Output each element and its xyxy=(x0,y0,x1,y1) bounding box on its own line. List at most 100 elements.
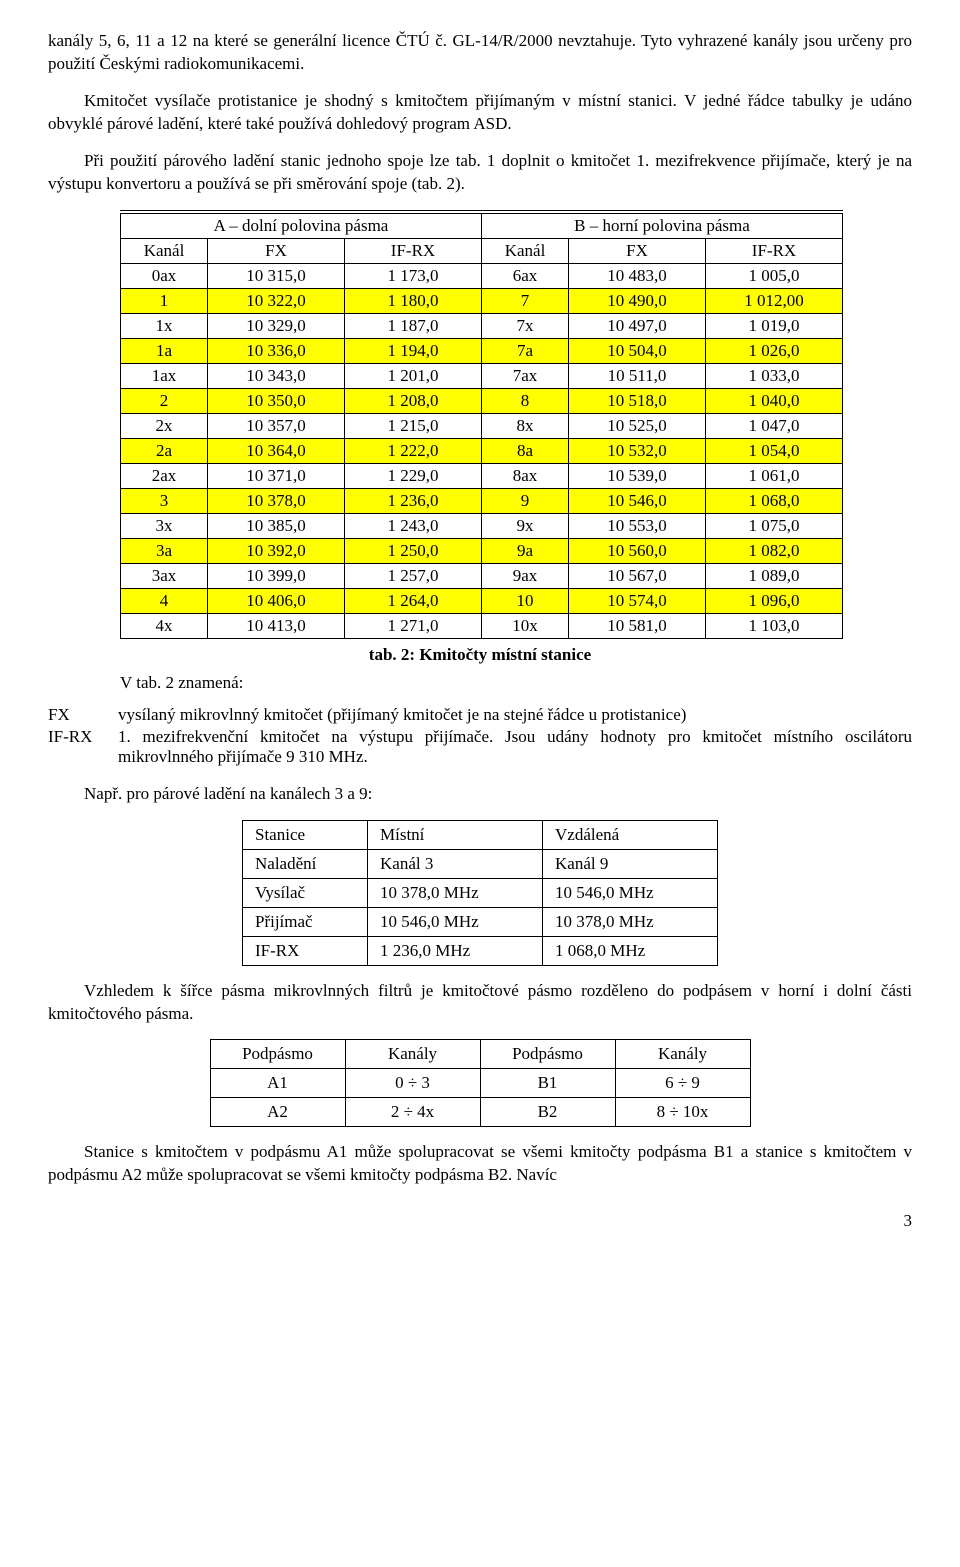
def-fx-text: vysílaný mikrovlnný kmitočet (přijímaný … xyxy=(118,705,912,725)
definitions: FX vysílaný mikrovlnný kmitočet (přijíma… xyxy=(48,705,912,767)
freq-cell: 0ax xyxy=(121,263,208,288)
freq-cell: 1 215,0 xyxy=(345,413,482,438)
freq-cell: 7a xyxy=(482,338,569,363)
freq-cell: 1 257,0 xyxy=(345,563,482,588)
paragraph-1: kanály 5, 6, 11 a 12 na které se generál… xyxy=(48,30,912,76)
freq-cell: 1 103,0 xyxy=(706,613,843,638)
freq-cell: 9ax xyxy=(482,563,569,588)
freq-cell: 1 250,0 xyxy=(345,538,482,563)
freq-row: 4x10 413,01 271,010x10 581,01 103,0 xyxy=(121,613,843,638)
paragraph-4: Vzhledem k šířce pásma mikrovlnných filt… xyxy=(48,980,912,1026)
frequency-table: A – dolní polovina pásma B – horní polov… xyxy=(120,210,843,639)
freq-cell: 1 061,0 xyxy=(706,463,843,488)
pair-cell: 1 236,0 MHz xyxy=(368,936,543,965)
subband-cell: A1 xyxy=(210,1069,345,1098)
subband-row: PodpásmoKanályPodpásmoKanály xyxy=(210,1040,750,1069)
freq-cell: 1 208,0 xyxy=(345,388,482,413)
freq-cell: 10 504,0 xyxy=(569,338,706,363)
freq-cell: 1 201,0 xyxy=(345,363,482,388)
freq-cell: 10 525,0 xyxy=(569,413,706,438)
pair-cell: 10 378,0 MHz xyxy=(543,907,718,936)
freq-row: 410 406,01 264,01010 574,01 096,0 xyxy=(121,588,843,613)
freq-cell: 10 399,0 xyxy=(208,563,345,588)
pair-row: NaladěníKanál 3Kanál 9 xyxy=(243,849,718,878)
paragraph-2: Kmitočet vysílače protistanice je shodný… xyxy=(48,90,912,136)
freq-cell: 1 005,0 xyxy=(706,263,843,288)
col-kanal-a: Kanál xyxy=(121,238,208,263)
freq-cell: 8ax xyxy=(482,463,569,488)
freq-cell: 3a xyxy=(121,538,208,563)
freq-cell: 4x xyxy=(121,613,208,638)
freq-row: 2a10 364,01 222,08a10 532,01 054,0 xyxy=(121,438,843,463)
freq-cell: 10 364,0 xyxy=(208,438,345,463)
table-caption-1: tab. 2: Kmitočty místní stanice xyxy=(48,645,912,665)
freq-cell: 10 378,0 xyxy=(208,488,345,513)
freq-header-row: Kanál FX IF-RX Kanál FX IF-RX xyxy=(121,238,843,263)
freq-cell: 10 581,0 xyxy=(569,613,706,638)
freq-head-b: B – horní polovina pásma xyxy=(482,212,843,239)
freq-cell: 1 222,0 xyxy=(345,438,482,463)
freq-cell: 10 385,0 xyxy=(208,513,345,538)
freq-cell: 1a xyxy=(121,338,208,363)
subband-row: A22 ÷ 4xB28 ÷ 10x xyxy=(210,1098,750,1127)
freq-cell: 10 322,0 xyxy=(208,288,345,313)
freq-cell: 10 567,0 xyxy=(569,563,706,588)
pair-cell: Kanál 3 xyxy=(368,849,543,878)
pair-cell: 10 378,0 MHz xyxy=(368,878,543,907)
freq-cell: 1 089,0 xyxy=(706,563,843,588)
freq-cell: 10 574,0 xyxy=(569,588,706,613)
freq-cell: 10 497,0 xyxy=(569,313,706,338)
freq-row: 3ax10 399,01 257,09ax10 567,01 089,0 xyxy=(121,563,843,588)
freq-cell: 9a xyxy=(482,538,569,563)
freq-cell: 2 xyxy=(121,388,208,413)
subband-table: PodpásmoKanályPodpásmoKanályA10 ÷ 3B16 ÷… xyxy=(210,1039,751,1127)
vtab-note: V tab. 2 znamená: xyxy=(120,673,912,693)
freq-cell: 1 082,0 xyxy=(706,538,843,563)
freq-cell: 10x xyxy=(482,613,569,638)
pair-cell: 10 546,0 MHz xyxy=(368,907,543,936)
col-ifrx-b: IF-RX xyxy=(706,238,843,263)
freq-cell: 7 xyxy=(482,288,569,313)
freq-row: 3x10 385,01 243,09x10 553,01 075,0 xyxy=(121,513,843,538)
subband-cell: 6 ÷ 9 xyxy=(615,1069,750,1098)
freq-cell: 3ax xyxy=(121,563,208,588)
freq-cell: 10 336,0 xyxy=(208,338,345,363)
freq-cell: 10 350,0 xyxy=(208,388,345,413)
freq-row: 210 350,01 208,0810 518,01 040,0 xyxy=(121,388,843,413)
freq-cell: 7x xyxy=(482,313,569,338)
freq-cell: 1 229,0 xyxy=(345,463,482,488)
freq-row: 0ax10 315,01 173,06ax10 483,01 005,0 xyxy=(121,263,843,288)
freq-cell: 10 xyxy=(482,588,569,613)
freq-cell: 1 180,0 xyxy=(345,288,482,313)
freq-cell: 8 xyxy=(482,388,569,413)
subband-row: A10 ÷ 3B16 ÷ 9 xyxy=(210,1069,750,1098)
subband-cell: Podpásmo xyxy=(480,1040,615,1069)
def-ifrx-label: IF-RX xyxy=(48,727,118,767)
pair-row: Vysílač10 378,0 MHz10 546,0 MHz xyxy=(243,878,718,907)
pair-cell: Vysílač xyxy=(243,878,368,907)
freq-cell: 1x xyxy=(121,313,208,338)
def-fx-label: FX xyxy=(48,705,118,725)
paragraph-3: Při použití párového ladění stanic jedno… xyxy=(48,150,912,196)
col-fx-a: FX xyxy=(208,238,345,263)
freq-cell: 10 357,0 xyxy=(208,413,345,438)
pair-cell: Stanice xyxy=(243,820,368,849)
freq-cell: 10 490,0 xyxy=(569,288,706,313)
freq-head-a: A – dolní polovina pásma xyxy=(121,212,482,239)
pair-row: StaniceMístníVzdálená xyxy=(243,820,718,849)
freq-cell: 2ax xyxy=(121,463,208,488)
freq-cell: 1 026,0 xyxy=(706,338,843,363)
paragraph-5: Stanice s kmitočtem v podpásmu A1 může s… xyxy=(48,1141,912,1187)
subband-cell: B1 xyxy=(480,1069,615,1098)
freq-cell: 1 271,0 xyxy=(345,613,482,638)
freq-cell: 1 068,0 xyxy=(706,488,843,513)
freq-cell: 10 406,0 xyxy=(208,588,345,613)
freq-cell: 1 173,0 xyxy=(345,263,482,288)
pair-row: Přijímač10 546,0 MHz10 378,0 MHz xyxy=(243,907,718,936)
freq-cell: 2x xyxy=(121,413,208,438)
freq-cell: 8a xyxy=(482,438,569,463)
freq-cell: 10 539,0 xyxy=(569,463,706,488)
subband-cell: 2 ÷ 4x xyxy=(345,1098,480,1127)
col-fx-b: FX xyxy=(569,238,706,263)
freq-row: 1a10 336,01 194,07a10 504,01 026,0 xyxy=(121,338,843,363)
